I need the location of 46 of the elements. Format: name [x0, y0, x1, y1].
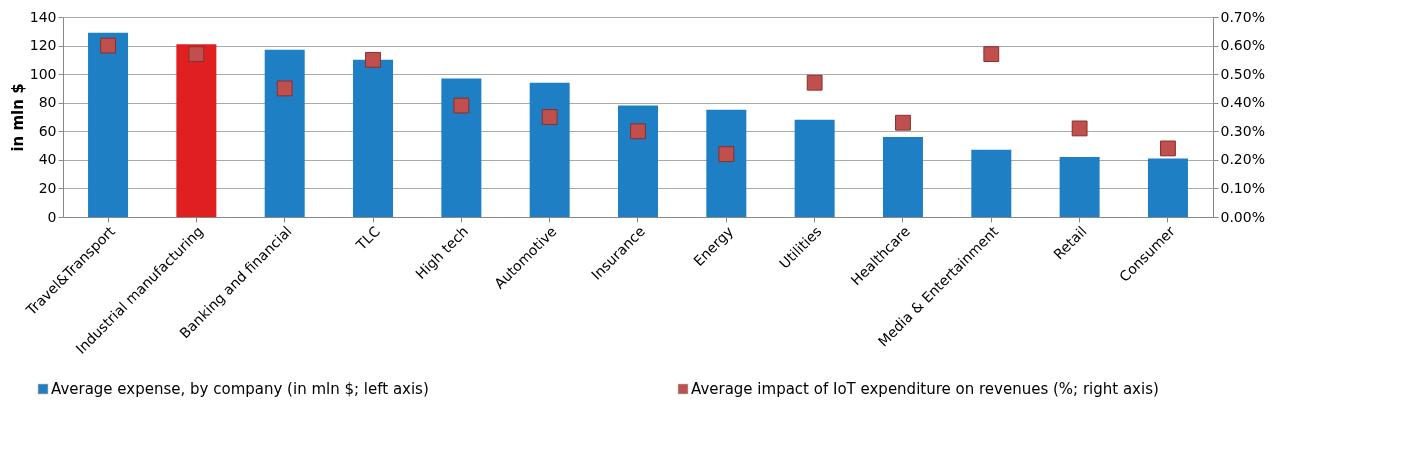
bar	[176, 44, 217, 217]
y-tick-label: 60	[38, 122, 57, 139]
legend-label: Average expense, by company (in mln $; left axis)	[51, 380, 429, 398]
point	[1160, 140, 1176, 157]
x-tick-label: TLC	[352, 222, 384, 254]
y2-tick-label: 0.60%	[1220, 37, 1265, 54]
y2-tick-label: 0.20%	[1220, 151, 1265, 168]
y-tick-label: 0	[47, 208, 57, 225]
point	[100, 37, 116, 54]
point	[806, 74, 823, 91]
legend-label: Average impact of IoT expenditure on revenues (%; right axis)	[691, 380, 1159, 398]
y2-tick-label: 0.40%	[1220, 94, 1265, 111]
y2-tick-label: 0.50%	[1220, 65, 1265, 82]
y2-tick-label: 0.30%	[1220, 122, 1265, 139]
point	[718, 146, 735, 163]
bar	[618, 105, 658, 217]
bar	[264, 49, 305, 217]
point	[630, 123, 646, 140]
y2-tick-label: 0.10%	[1220, 179, 1265, 196]
point	[188, 46, 205, 63]
y-tick-label: 100	[29, 65, 57, 82]
bar	[1059, 157, 1100, 217]
bar	[971, 149, 1012, 217]
point	[983, 46, 1000, 63]
bar	[882, 137, 923, 217]
point	[541, 109, 558, 125]
y2-tick-label: 0.70%	[1220, 8, 1265, 25]
y-tick-label: 20	[38, 179, 57, 196]
bar	[441, 78, 482, 217]
y-tick-label: 120	[29, 37, 57, 54]
y-tick-label: 140	[29, 8, 57, 25]
y-axis-title: in mln $	[8, 83, 27, 152]
point	[453, 97, 470, 114]
y-tick-label: 80	[38, 94, 57, 111]
y-tick-label: 40	[38, 151, 57, 168]
point	[276, 80, 293, 97]
bar	[794, 119, 835, 217]
y2-tick-label: 0.00%	[1220, 208, 1265, 225]
bar	[529, 82, 570, 217]
bar	[88, 32, 129, 217]
point	[365, 51, 381, 68]
bar	[1147, 158, 1188, 217]
bar	[706, 109, 747, 217]
point	[1071, 120, 1088, 137]
point	[895, 114, 911, 131]
bar	[353, 59, 394, 217]
